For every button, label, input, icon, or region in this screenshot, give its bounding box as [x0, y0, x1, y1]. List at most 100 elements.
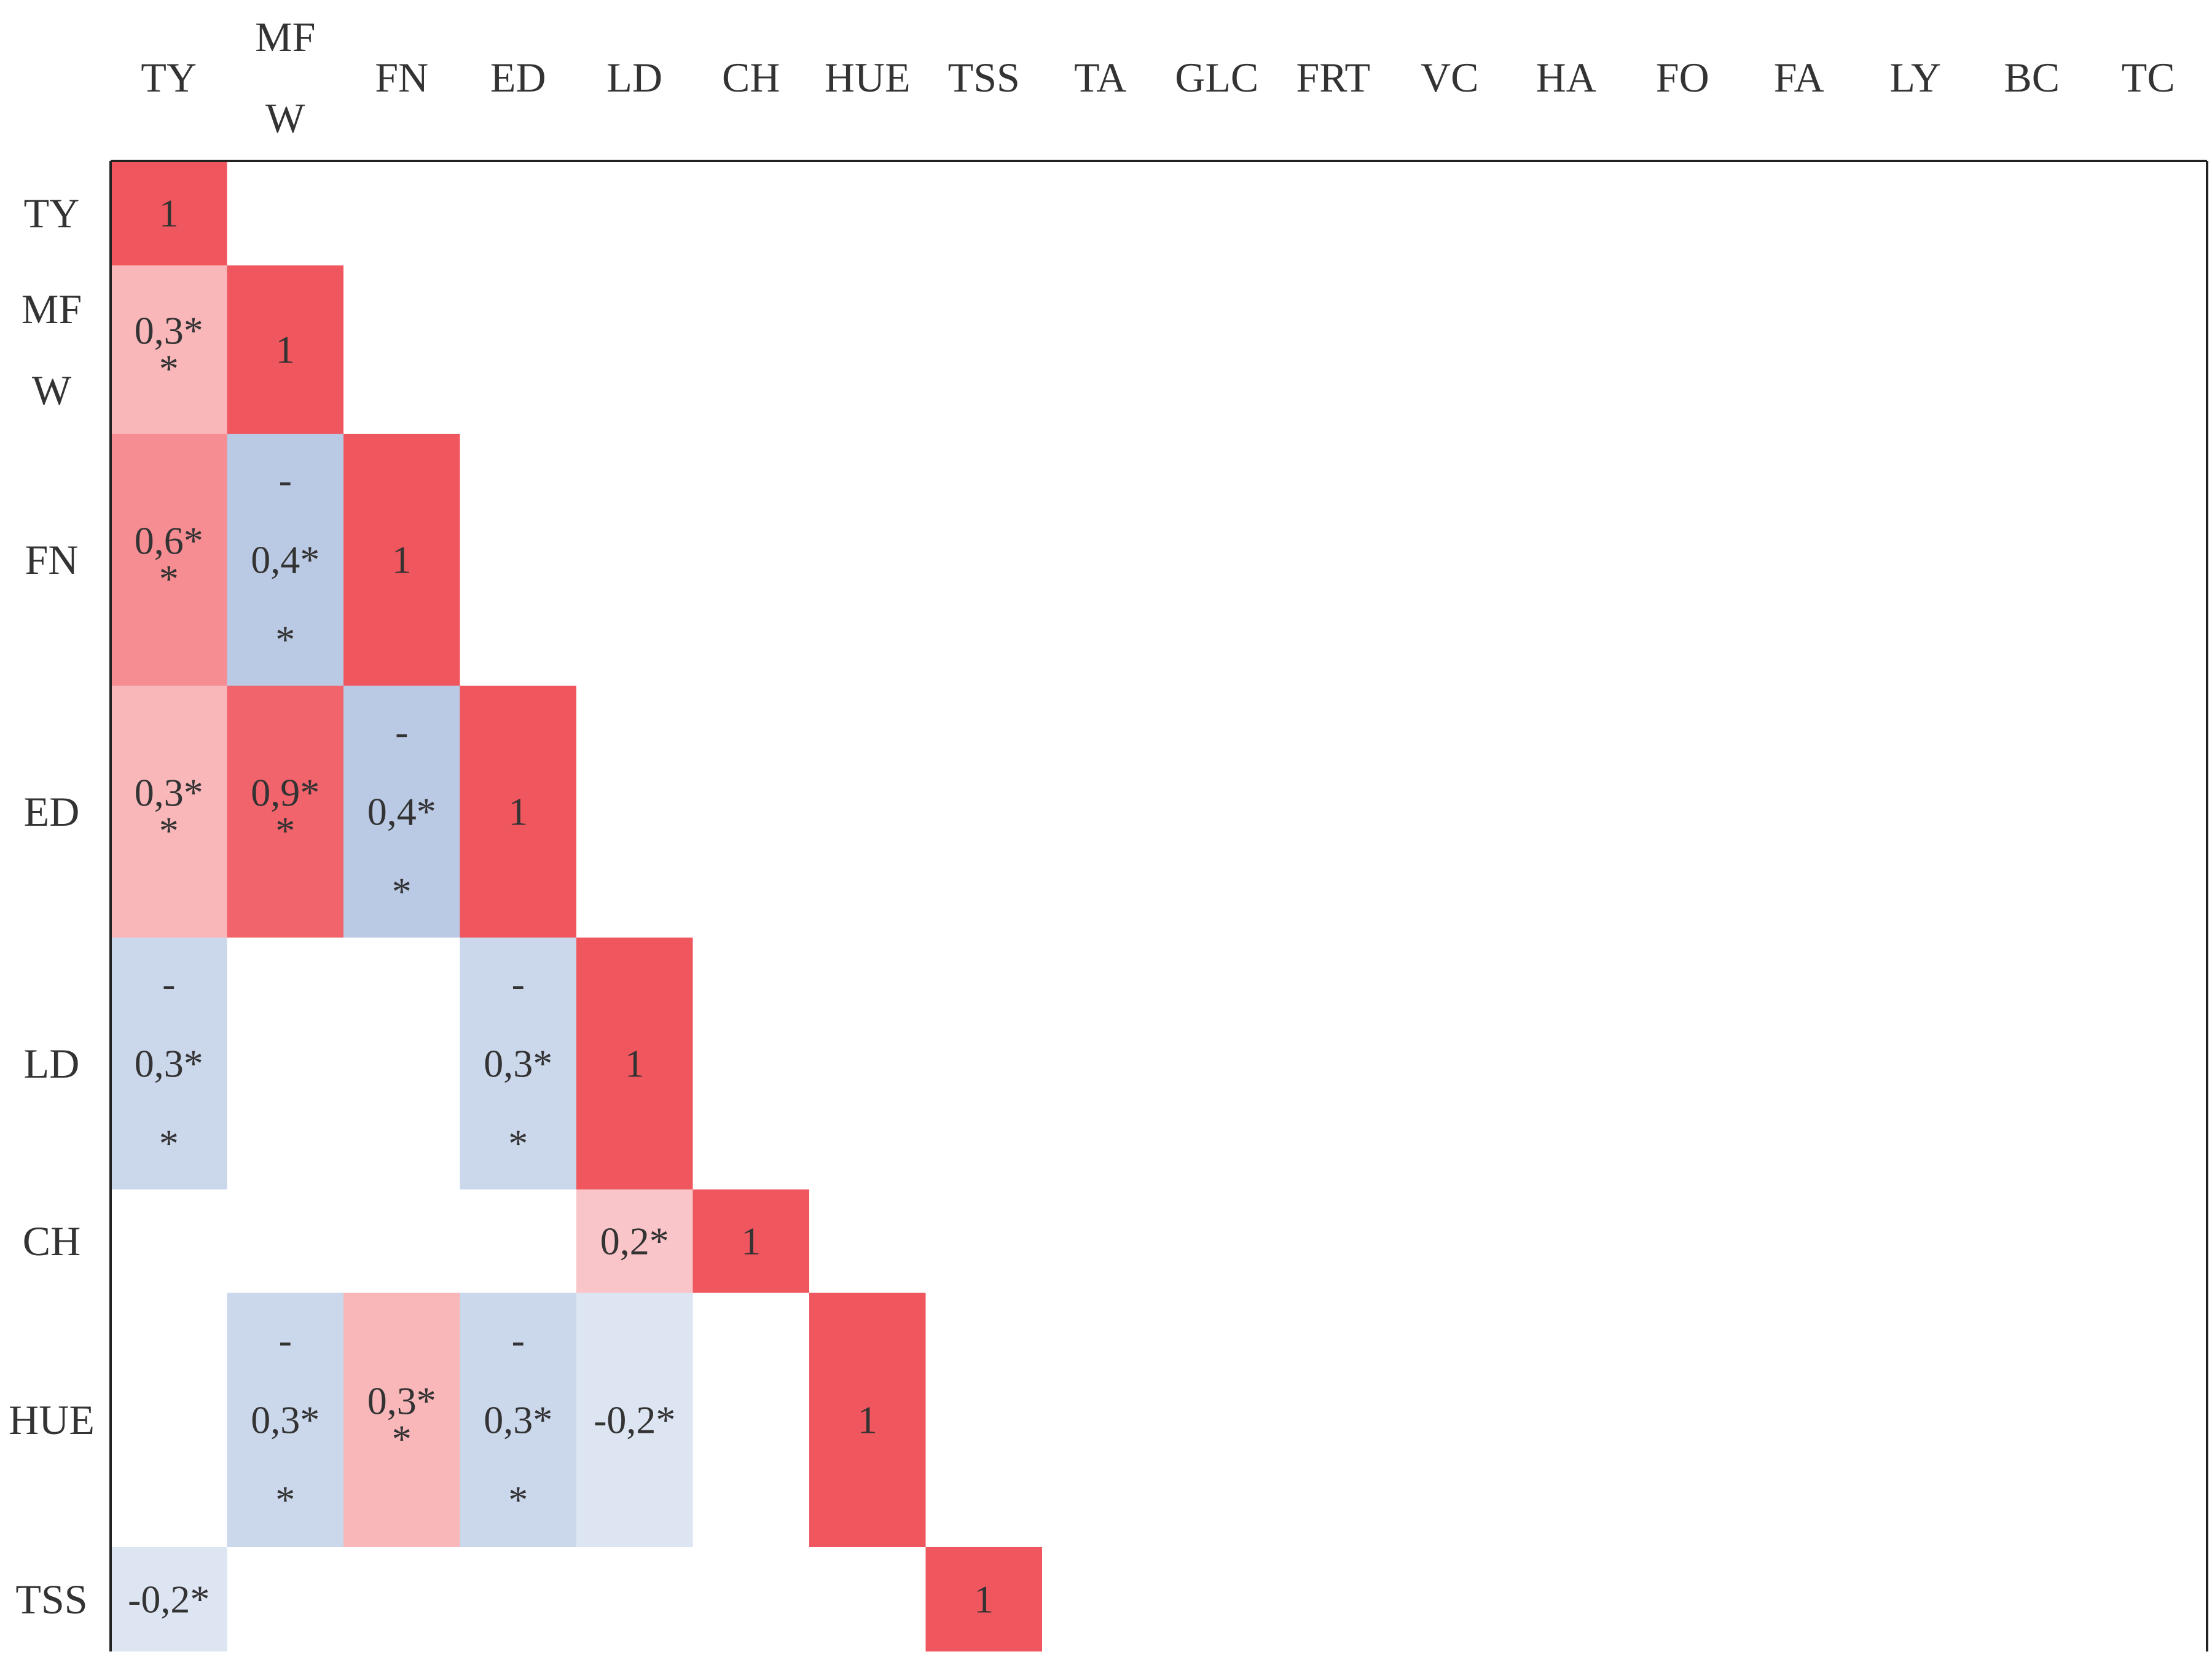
heatmap-cell-rect — [343, 686, 460, 938]
heatmap-cell: - 0,4* * — [343, 686, 460, 938]
heatmap-cells: 10,3** 10,6**-0,4**10,3**0,9**-0,4**1-0,3… — [111, 161, 1042, 1651]
row-label: TY — [24, 190, 80, 237]
heatmap-cell-rect — [111, 686, 227, 938]
cell-value-label: 1 — [392, 538, 412, 582]
cell-value-label: 0,2* — [600, 1220, 669, 1263]
cell-value-label: 0,4* — [251, 538, 320, 582]
heatmap-cell: 1 — [692, 1189, 809, 1293]
heatmap-cell: - 0,4* * — [227, 434, 343, 686]
heatmap-cell: 0,2* — [576, 1189, 693, 1293]
heatmap-cell-rect — [692, 1189, 809, 1293]
column-label: ED — [490, 54, 546, 101]
heatmap-cell-rect — [460, 938, 576, 1189]
cell-value-label: 1 — [508, 790, 528, 834]
column-label: FRT — [1296, 54, 1370, 101]
column-label: LD — [606, 54, 662, 101]
heatmap-cell: - 0,3* * — [111, 938, 227, 1189]
row-label: HUE — [9, 1397, 95, 1443]
cell-value-label: 0,6* — [135, 519, 203, 563]
cell-value-label: - — [395, 710, 408, 754]
row-labels: TY MF W FN ED LD CH HUE TSS — [9, 190, 95, 1623]
heatmap-cell: 1 — [343, 434, 460, 686]
row-label: W — [32, 367, 72, 413]
heatmap-cell-rect — [576, 938, 693, 1189]
row-label: MF — [22, 286, 82, 332]
heatmap-cell-rect — [227, 686, 343, 938]
column-label: BC — [2004, 54, 2060, 101]
column-label: VC — [1421, 54, 1478, 101]
column-label: FA — [1774, 54, 1824, 101]
heatmap-cell-rect — [460, 686, 576, 938]
cell-value-label: 1 — [275, 328, 295, 372]
row-label: CH — [23, 1218, 80, 1264]
column-label: TC — [2122, 54, 2175, 101]
column-label: TY — [141, 54, 197, 101]
heatmap-cell: - 0,3* * — [227, 1293, 343, 1547]
heatmap-cell-rect — [576, 1189, 693, 1293]
heatmap-cell-rect — [227, 265, 343, 434]
heatmap-cell-rect — [576, 1293, 693, 1547]
heatmap-cell: 1 — [809, 1293, 926, 1547]
heatmap-cell-rect — [925, 1547, 1042, 1651]
cell-value-label: * — [159, 1122, 179, 1166]
heatmap-cell-rect — [111, 161, 227, 265]
cell-value-label: 1 — [858, 1398, 877, 1442]
heatmap-cell: 0,6** — [111, 434, 227, 686]
column-label: TSS — [948, 54, 1020, 101]
heatmap-cell: 1 — [227, 265, 343, 434]
cell-value-label: * — [159, 557, 179, 601]
heatmap-cell-rect — [111, 265, 227, 434]
heatmap-cell: 0,3** — [111, 265, 227, 434]
cell-value-label: - — [512, 962, 525, 1006]
cell-value-label: 0,4* — [367, 790, 436, 834]
column-label: GLC — [1175, 54, 1258, 101]
column-label: MF — [255, 14, 315, 60]
heatmap-cell: 1 — [925, 1547, 1042, 1651]
heatmap-cell: - 0,3* * — [460, 1293, 576, 1547]
heatmap-cell: -0,2* — [111, 1547, 227, 1651]
row-label: ED — [24, 788, 80, 835]
heatmap-cell-rect — [111, 938, 227, 1189]
heatmap-cell-rect — [809, 1293, 926, 1547]
cell-value-label: 0,3* — [251, 1398, 320, 1442]
heatmap-cell-rect — [111, 434, 227, 686]
cell-value-label: 1 — [625, 1042, 645, 1086]
cell-value-label: * — [159, 809, 179, 853]
column-label: HA — [1536, 54, 1596, 101]
heatmap-cell-rect — [227, 1293, 343, 1547]
column-label: HUE — [825, 54, 911, 101]
cell-value-label: * — [275, 809, 295, 853]
cell-value-label: - — [279, 1318, 292, 1362]
cell-value-label: 0,3* — [484, 1398, 552, 1442]
column-label: CH — [722, 54, 780, 101]
cell-value-label: * — [392, 870, 412, 914]
column-labels: TY MF W FN ED LD CH HUE TSS TA GLC FRT VC HA FO FA LY BC T… — [141, 14, 2175, 141]
row-label: FN — [25, 536, 79, 583]
heatmap-cell-rect — [460, 1293, 576, 1547]
cell-value-label: * — [508, 1122, 528, 1166]
heatmap-cell-rect — [343, 434, 460, 686]
cell-value-label: - — [279, 458, 292, 502]
heatmap-cell: 1 — [460, 686, 576, 938]
heatmap-cell-rect — [111, 1547, 227, 1651]
heatmap-cell-rect — [227, 434, 343, 686]
plot-frame — [109, 160, 2208, 1651]
cell-value-label: - — [162, 962, 175, 1006]
heatmap-cell-rect — [343, 1293, 460, 1547]
cell-value-label: * — [275, 1478, 295, 1522]
column-label: TA — [1074, 54, 1126, 101]
column-label: FO — [1656, 54, 1709, 101]
cell-value-label: 0,3* — [135, 309, 203, 353]
cell-value-label: 1 — [159, 192, 179, 235]
cell-value-label: * — [275, 618, 295, 662]
cell-value-label: 1 — [741, 1220, 761, 1263]
cell-value-label: 0,9* — [251, 771, 320, 815]
cell-value-label: -0,2* — [594, 1398, 675, 1442]
heatmap-cell: 0,3** — [111, 686, 227, 938]
heatmap-cell: 0,3** — [343, 1293, 460, 1547]
heatmap-cell: 0,9** — [227, 686, 343, 938]
cell-value-label: 0,3* — [484, 1042, 552, 1086]
cell-value-label: * — [392, 1417, 412, 1461]
cell-value-label: 0,3* — [135, 771, 203, 815]
